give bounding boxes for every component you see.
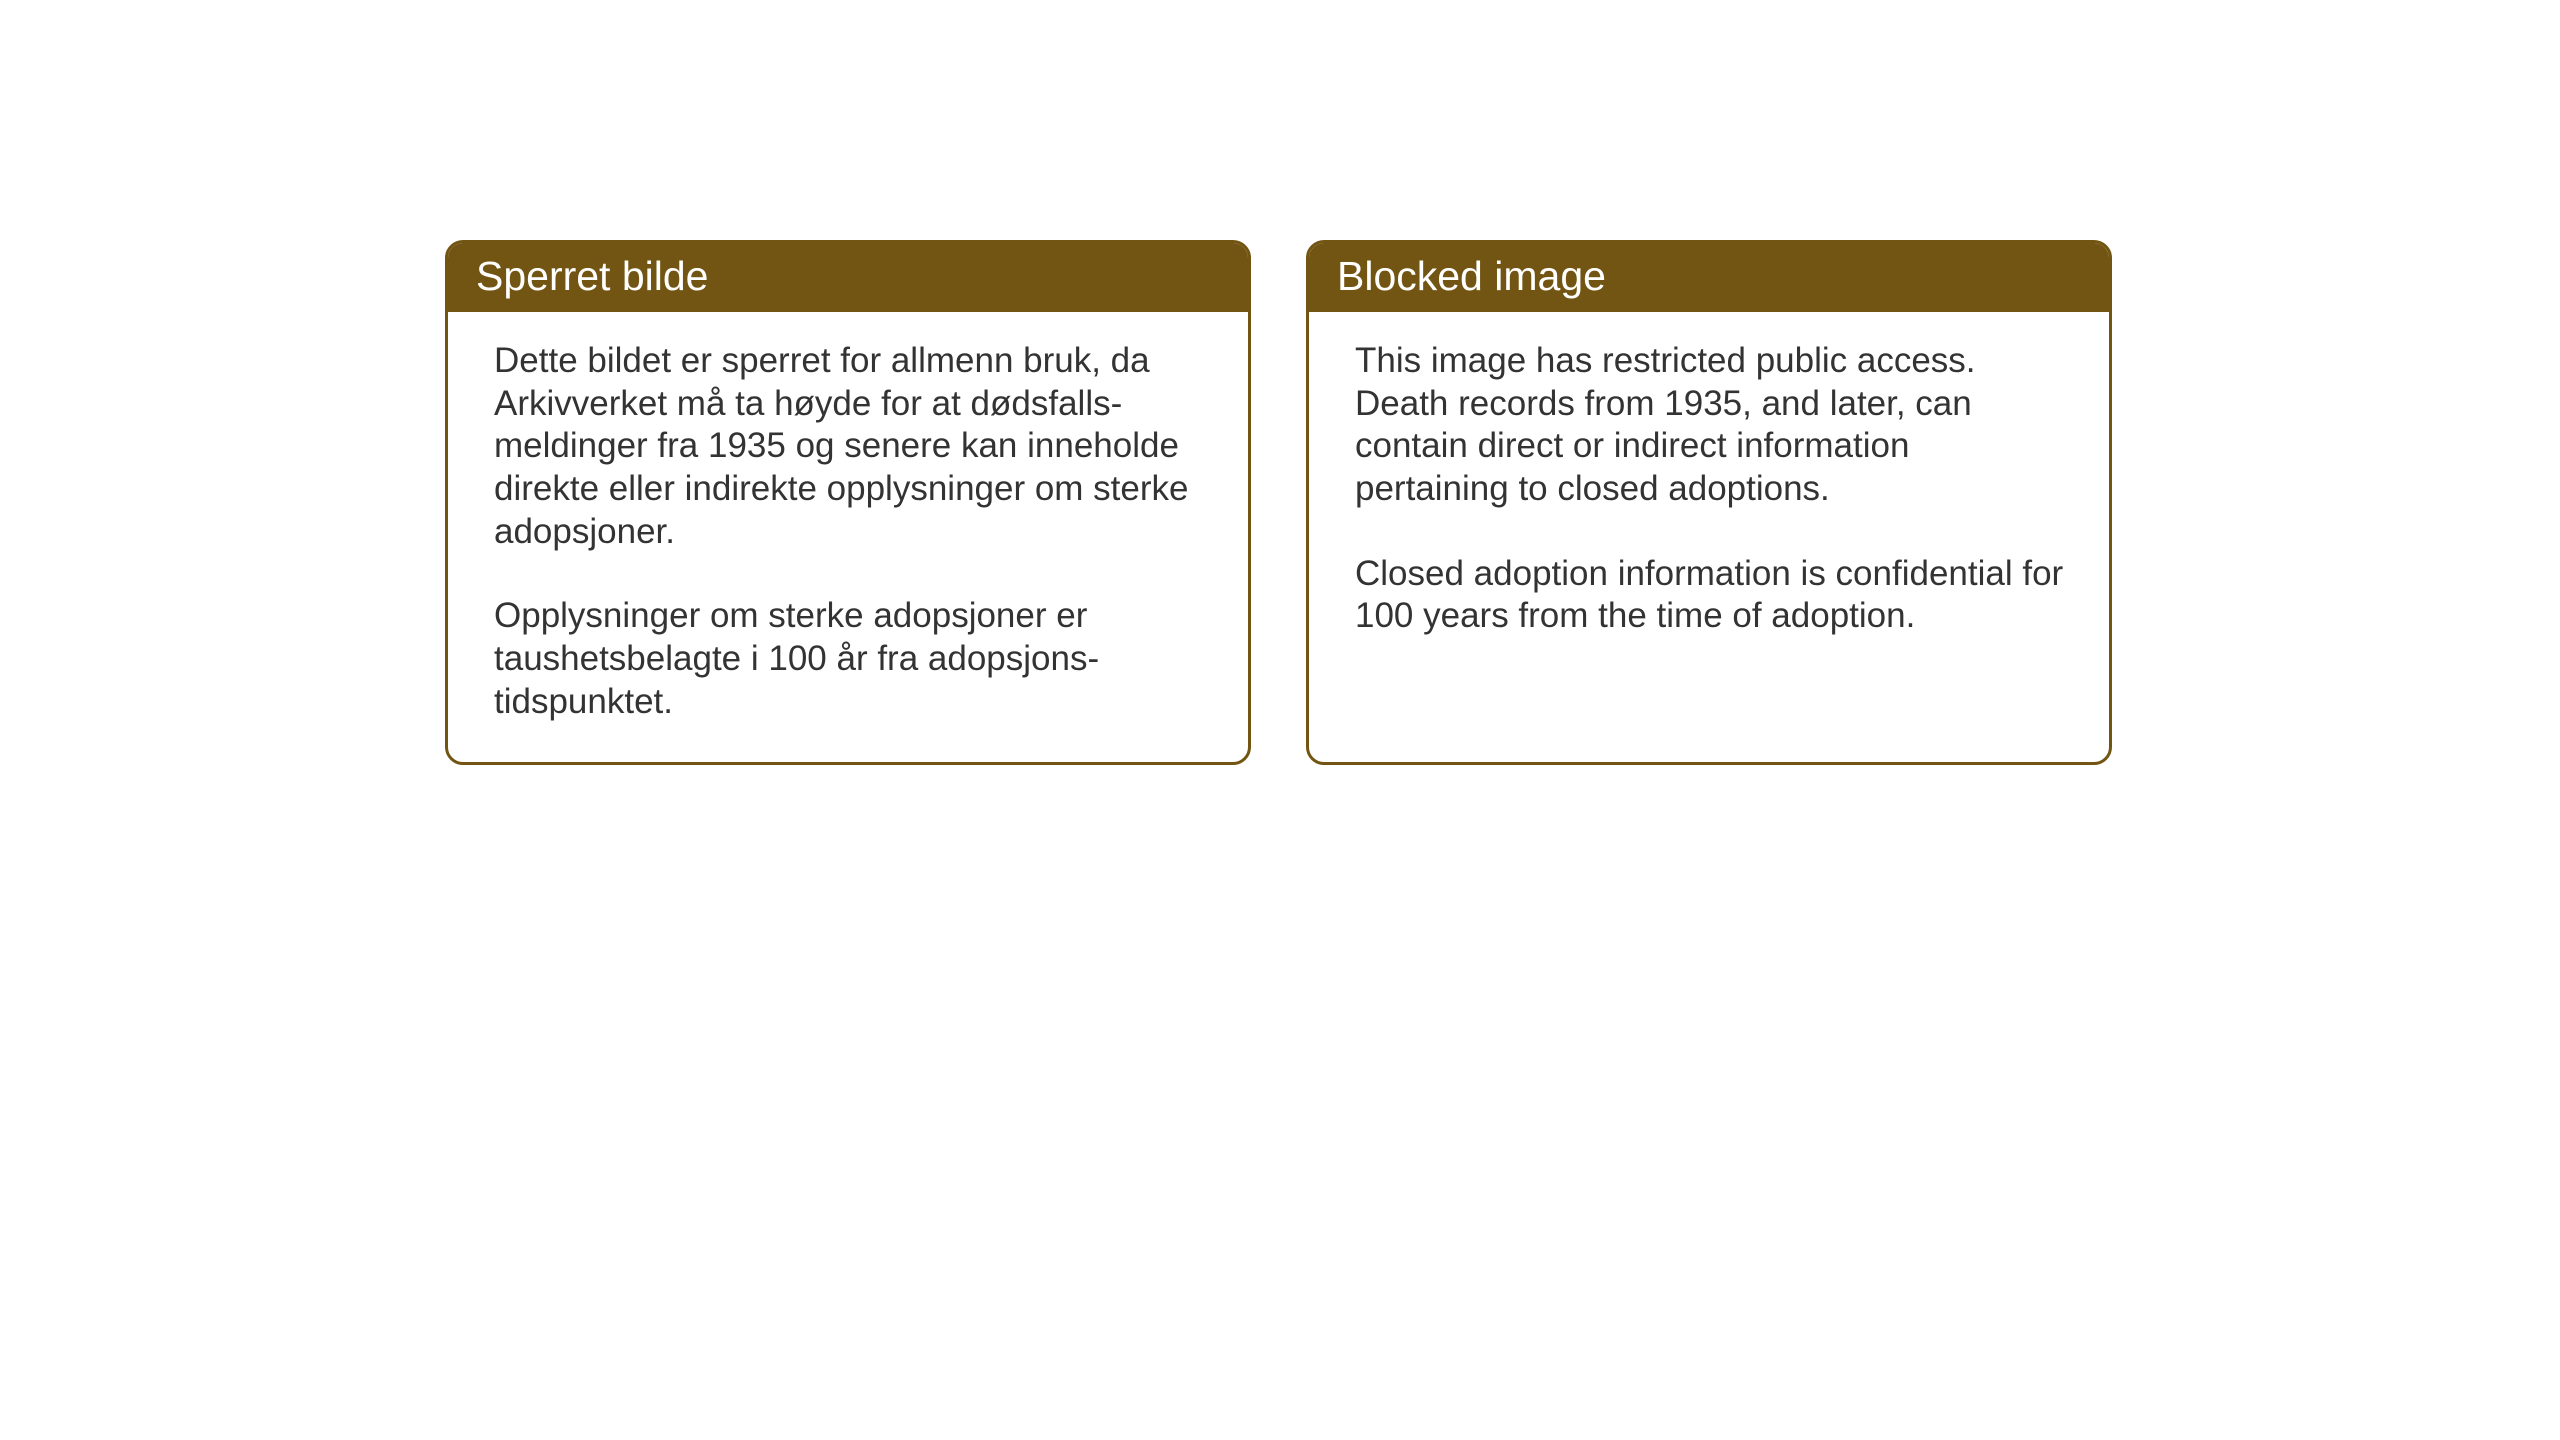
card-paragraph-1-norwegian: Dette bildet er sperret for allmenn bruk… [494,340,1206,553]
notice-cards-container: Sperret bilde Dette bildet er sperret fo… [445,240,2112,765]
card-body-english: This image has restricted public access.… [1309,312,2109,676]
card-title-english: Blocked image [1309,243,2109,312]
card-title-norwegian: Sperret bilde [448,243,1248,312]
card-paragraph-2-norwegian: Opplysninger om sterke adopsjoner er tau… [494,595,1206,723]
notice-card-norwegian: Sperret bilde Dette bildet er sperret fo… [445,240,1251,765]
card-body-norwegian: Dette bildet er sperret for allmenn bruk… [448,312,1248,762]
card-paragraph-1-english: This image has restricted public access.… [1355,340,2067,511]
notice-card-english: Blocked image This image has restricted … [1306,240,2112,765]
card-paragraph-2-english: Closed adoption information is confident… [1355,553,2067,638]
